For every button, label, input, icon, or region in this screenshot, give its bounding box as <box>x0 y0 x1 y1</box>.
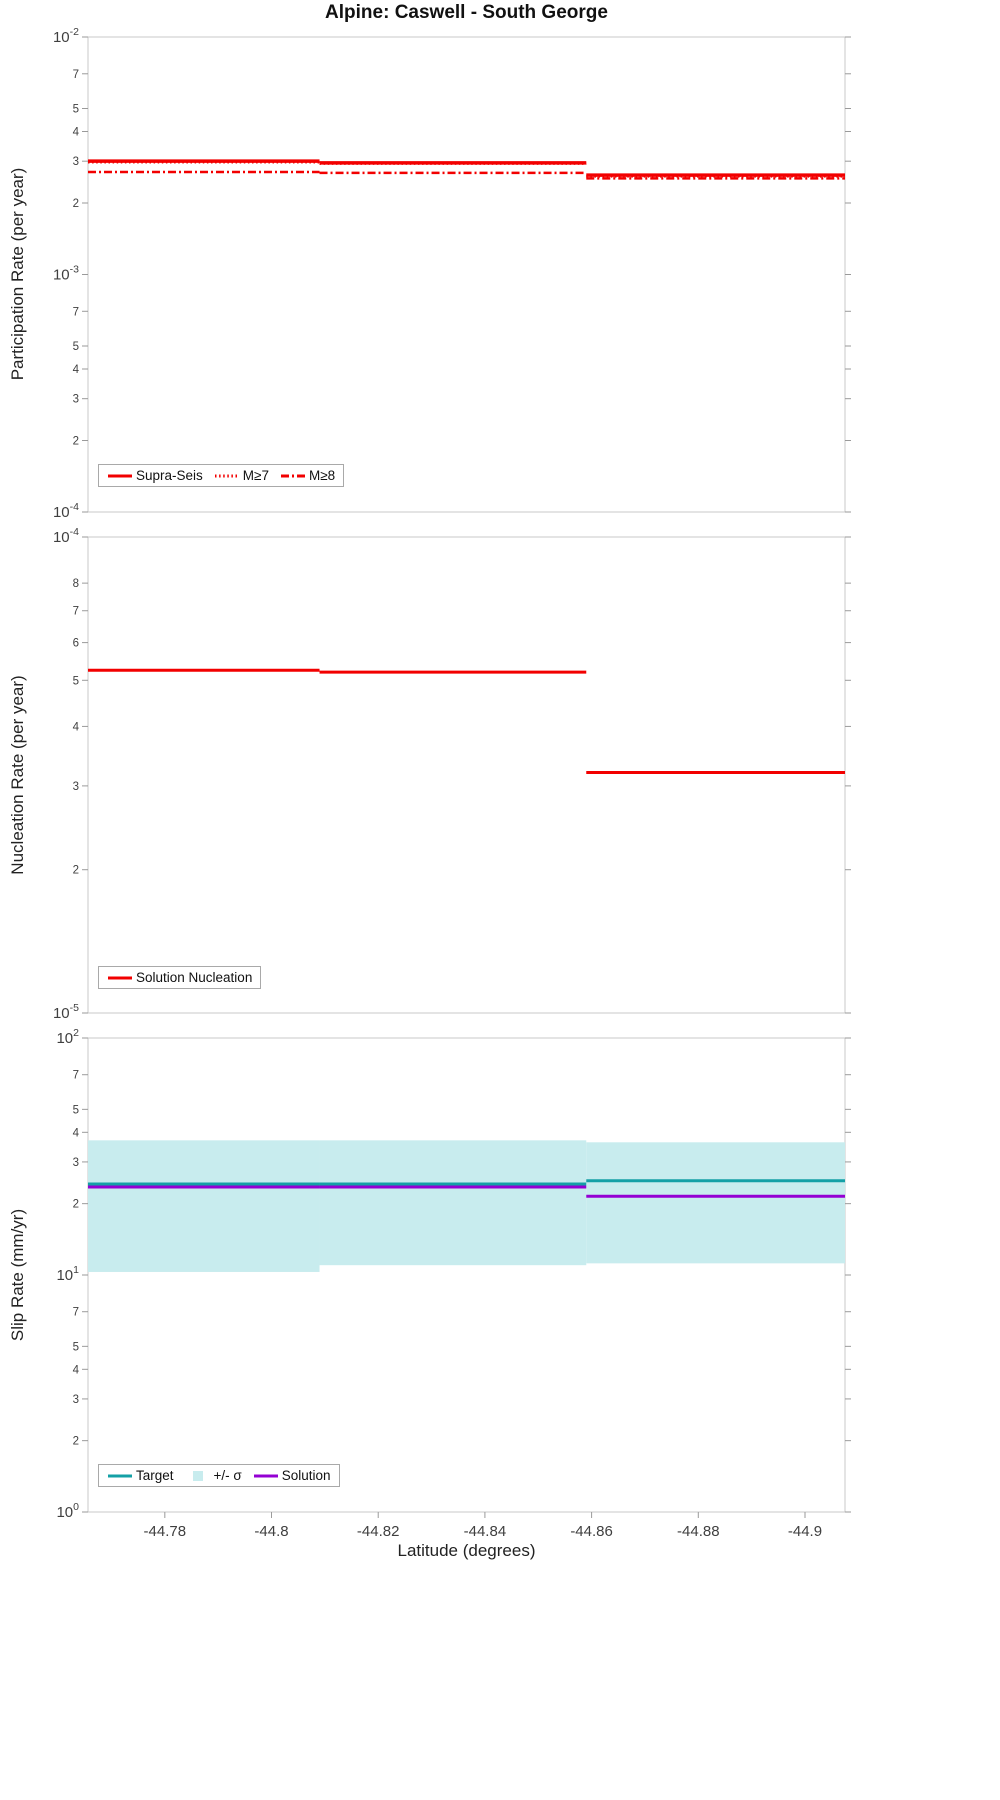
y-minor-tick-label: 7 <box>73 1307 79 1319</box>
y-axis-title-nucleation: Nucleation Rate (per year) <box>8 675 27 875</box>
figure-title: Alpine: Caswell - South George <box>325 2 608 23</box>
x-tick-label: -44.82 <box>357 1523 400 1540</box>
legend-slip-rate: Target +/- σ Solution <box>98 1464 340 1487</box>
y-major-tick-label: 100 <box>56 1501 79 1521</box>
uncertainty-band <box>586 1142 845 1264</box>
y-major-tick-label: 102 <box>56 1027 79 1047</box>
y-major-tick-label: 10-4 <box>53 526 79 546</box>
legend-line-swatch-icon <box>214 474 239 477</box>
legend-label: Solution <box>281 1468 331 1483</box>
y-minor-tick-label: 8 <box>73 578 79 590</box>
x-tick-label: -44.8 <box>254 1523 288 1540</box>
legend-item: M≥7 <box>214 468 269 483</box>
y-major-tick-label: 10-4 <box>53 501 79 521</box>
y-minor-tick-label: 5 <box>73 103 79 115</box>
legend-label: Solution Nucleation <box>136 970 253 985</box>
legend-line-swatch-icon <box>280 474 305 477</box>
y-minor-tick-label: 2 <box>73 1199 79 1211</box>
legend-item: Solution <box>253 1468 331 1483</box>
legend-item: M≥8 <box>280 468 335 483</box>
legend-line-swatch-icon <box>253 1474 278 1477</box>
legend-item: +/- σ <box>185 1468 242 1483</box>
y-minor-tick-label: 5 <box>73 675 79 687</box>
y-minor-tick-label: 5 <box>73 1341 79 1353</box>
x-tick-label: -44.86 <box>570 1523 613 1540</box>
y-minor-tick-label: 2 <box>73 1436 79 1448</box>
legend-label: M≥7 <box>242 468 269 483</box>
legend-line-swatch-icon <box>108 474 132 477</box>
y-minor-tick-label: 4 <box>73 1127 80 1139</box>
x-tick-label: -44.78 <box>144 1523 187 1540</box>
legend-label: Supra-Seis <box>136 468 203 483</box>
x-tick-label: -44.88 <box>677 1523 720 1540</box>
y-minor-tick-label: 7 <box>73 606 79 618</box>
y-minor-tick-label: 4 <box>73 127 80 139</box>
y-minor-tick-label: 2 <box>73 865 79 877</box>
x-axis-title: Latitude (degrees) <box>397 1541 536 1560</box>
legend-item: Target <box>107 1468 174 1483</box>
legend-line-swatch-icon <box>108 1474 132 1477</box>
y-minor-tick-label: 5 <box>73 1104 79 1116</box>
legend-label: +/- σ <box>213 1468 242 1483</box>
plot-frame-participation <box>87 36 846 513</box>
legend-participation: Supra-Seis M≥7 M≥8 <box>98 464 345 487</box>
y-axis-title-participation: Participation Rate (per year) <box>8 167 27 381</box>
y-minor-tick-label: 2 <box>73 198 79 210</box>
y-major-tick-label: 10-5 <box>53 1002 79 1022</box>
legend-nucleation: Solution Nucleation <box>98 966 262 989</box>
x-tick-label: -44.9 <box>788 1523 822 1540</box>
y-minor-tick-label: 4 <box>73 1364 80 1376</box>
legend-item: Solution Nucleation <box>107 970 252 985</box>
legend-band-swatch-icon <box>192 1470 203 1481</box>
plot-frame-slip-rate <box>87 1037 846 1513</box>
legend-label: M≥8 <box>308 468 336 483</box>
y-major-tick-label: 10-3 <box>53 264 79 284</box>
uncertainty-band <box>88 1140 320 1272</box>
y-minor-tick-label: 4 <box>73 721 80 733</box>
y-minor-tick-label: 5 <box>73 341 79 353</box>
y-minor-tick-label: 3 <box>73 394 79 406</box>
y-minor-tick-label: 6 <box>73 638 79 650</box>
y-minor-tick-label: 2 <box>73 436 79 448</box>
y-minor-tick-label: 3 <box>73 781 79 793</box>
y-axis-title-slip-rate: Slip Rate (mm/yr) <box>8 1208 27 1342</box>
y-minor-tick-label: 3 <box>73 156 79 168</box>
y-minor-tick-label: 7 <box>73 69 79 81</box>
legend-item: Supra-Seis <box>107 468 203 483</box>
y-minor-tick-label: 7 <box>73 306 79 318</box>
legend-line-swatch-icon <box>108 976 132 979</box>
plot-frame-nucleation <box>87 536 846 1014</box>
uncertainty-band <box>319 1140 587 1266</box>
y-minor-tick-label: 3 <box>73 1157 79 1169</box>
y-major-tick-label: 101 <box>56 1264 79 1284</box>
y-minor-tick-label: 4 <box>73 364 80 376</box>
legend-label: Target <box>136 1468 174 1483</box>
x-tick-label: -44.84 <box>464 1523 507 1540</box>
y-major-tick-label: 10-2 <box>53 26 79 46</box>
y-minor-tick-label: 7 <box>73 1070 79 1082</box>
y-minor-tick-label: 3 <box>73 1394 79 1406</box>
